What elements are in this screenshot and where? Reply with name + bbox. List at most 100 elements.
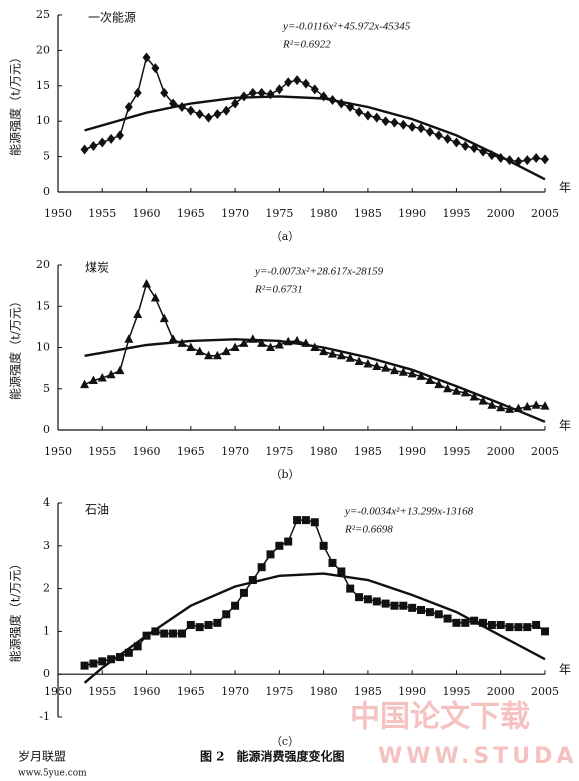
x-axis-label: 年 — [559, 181, 571, 195]
x-tick-label: 2005 — [531, 685, 559, 698]
marker — [417, 606, 426, 614]
marker — [372, 597, 381, 606]
marker — [461, 140, 470, 151]
marker — [239, 338, 249, 347]
y-tick-label: 20 — [36, 43, 50, 56]
marker — [151, 63, 160, 74]
marker — [248, 576, 257, 585]
marker — [115, 365, 125, 375]
x-tick-label: 1980 — [310, 207, 338, 220]
marker — [505, 623, 514, 632]
marker — [451, 386, 461, 395]
marker — [398, 367, 408, 376]
marker — [469, 392, 479, 401]
r-squared: R²=0.6731 — [254, 284, 303, 296]
marker — [381, 599, 390, 608]
marker — [399, 601, 408, 610]
watermark: 中国论文下载 — [350, 700, 530, 735]
marker — [195, 623, 204, 632]
marker — [186, 620, 195, 629]
equation: y=-0.0073x²+28.617x-28159 — [254, 266, 384, 278]
marker — [115, 653, 124, 662]
marker — [133, 87, 142, 98]
marker — [169, 629, 178, 638]
marker — [239, 588, 248, 597]
y-tick-label: 25 — [36, 8, 50, 21]
marker — [107, 133, 116, 144]
y-tick-label: 20 — [36, 258, 50, 271]
marker — [222, 105, 231, 116]
series-name: 煤炭 — [85, 261, 109, 275]
marker — [372, 361, 382, 370]
equation: y=-0.0116x²+45.972x-45345 — [282, 21, 411, 33]
watermark-url: WWW.STUDA — [378, 744, 577, 769]
x-tick-label: 2000 — [487, 207, 515, 220]
marker — [372, 112, 381, 123]
marker — [159, 313, 169, 323]
marker — [319, 346, 329, 356]
marker — [98, 657, 107, 666]
marker — [522, 401, 532, 411]
marker — [363, 595, 372, 604]
y-tick-label: 15 — [36, 299, 50, 312]
marker — [328, 558, 337, 567]
marker — [257, 338, 267, 347]
r-squared: R²=0.6698 — [344, 524, 393, 536]
marker — [363, 359, 373, 368]
marker — [160, 87, 169, 98]
marker — [231, 98, 240, 109]
marker — [133, 309, 143, 318]
x-tick-label: 1965 — [177, 207, 205, 220]
marker — [496, 402, 506, 412]
marker — [355, 593, 364, 602]
x-tick-label: 1995 — [442, 685, 470, 698]
x-tick-label: 1960 — [133, 207, 161, 220]
equation: y=-0.0034x²+13.299x-13168 — [344, 506, 474, 518]
marker — [186, 342, 196, 351]
x-tick-label: 1965 — [177, 445, 205, 458]
marker — [266, 550, 275, 559]
x-tick-label: 1990 — [398, 207, 426, 220]
marker — [417, 123, 426, 134]
marker — [284, 537, 293, 546]
marker — [389, 365, 399, 375]
marker — [381, 116, 390, 127]
site-url: www.5yue.com — [18, 769, 87, 779]
marker — [390, 601, 399, 610]
x-tick-label: 1970 — [221, 685, 249, 698]
marker — [443, 133, 452, 144]
marker — [434, 379, 444, 389]
marker — [212, 350, 222, 360]
marker — [416, 371, 426, 380]
marker — [523, 155, 532, 166]
marker — [434, 130, 443, 141]
site-name: 岁月联盟 — [18, 749, 66, 764]
marker — [150, 293, 160, 302]
marker — [390, 117, 399, 128]
marker — [160, 629, 169, 638]
y-tick-label: 15 — [36, 79, 50, 92]
y-tick-label: 4 — [43, 496, 50, 509]
marker — [168, 334, 178, 343]
marker — [142, 52, 151, 63]
marker — [204, 350, 214, 360]
marker — [443, 614, 452, 623]
x-axis-label: 年 — [559, 663, 571, 677]
r-squared: R²=0.6922 — [282, 39, 331, 51]
marker — [204, 112, 213, 123]
y-tick-label: 0 — [43, 185, 50, 198]
x-tick-label: 1985 — [354, 207, 382, 220]
marker — [142, 278, 152, 288]
x-tick-label: 1990 — [398, 445, 426, 458]
marker — [97, 373, 107, 382]
y-tick-label: 10 — [36, 341, 50, 354]
x-tick-label: 1965 — [177, 685, 205, 698]
marker — [479, 618, 488, 627]
marker — [452, 137, 461, 148]
caption: （b） — [270, 468, 299, 481]
x-tick-label: 1975 — [265, 445, 293, 458]
x-tick-label: 1980 — [310, 445, 338, 458]
marker — [327, 349, 337, 358]
marker — [222, 610, 231, 619]
